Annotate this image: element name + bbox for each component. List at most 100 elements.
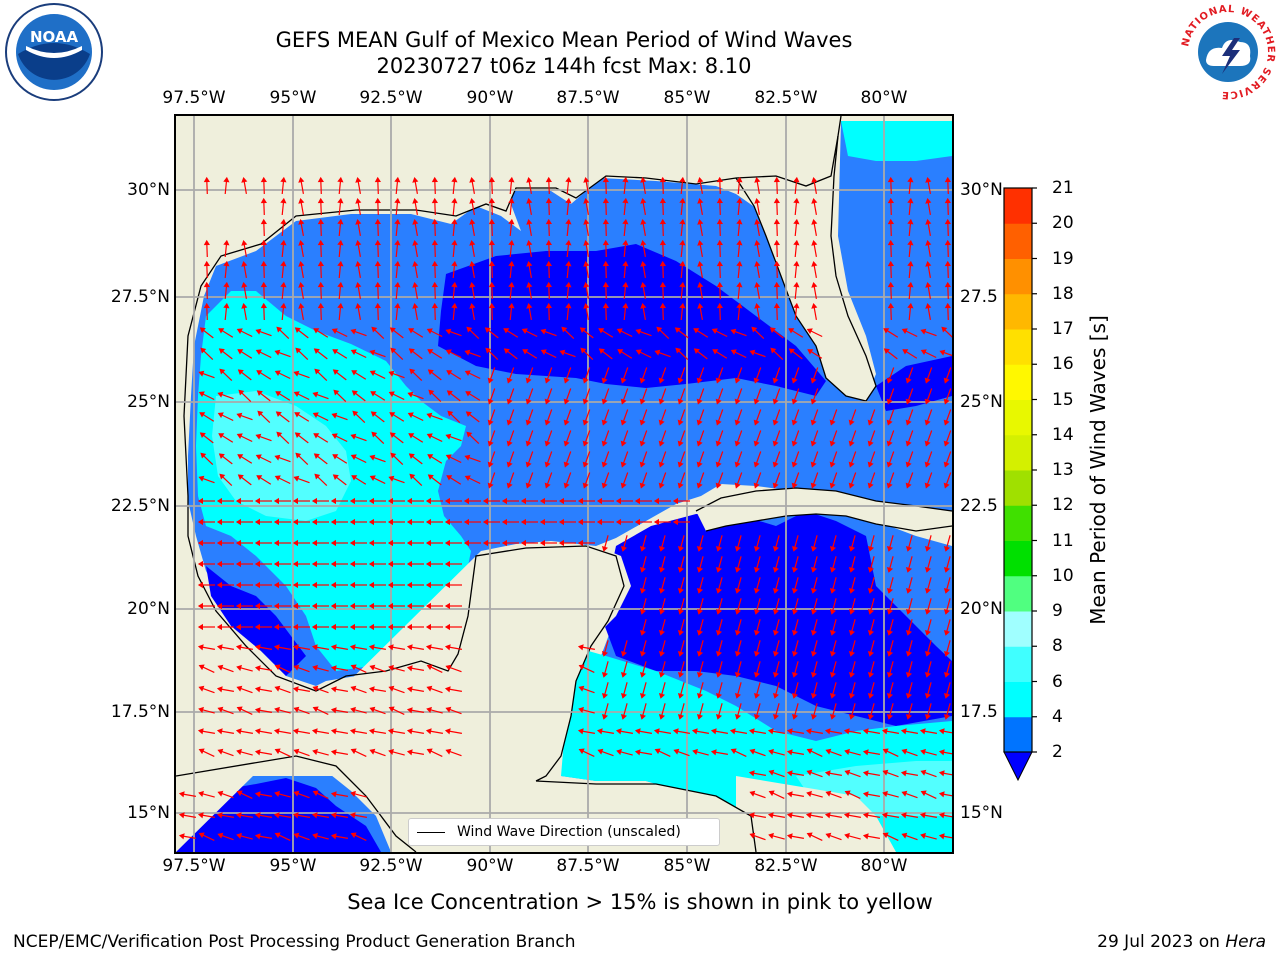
wind-arrow-head bbox=[825, 832, 832, 839]
wind-arrow-head bbox=[901, 748, 908, 755]
wind-arrow-head bbox=[754, 218, 761, 225]
wind-arrow-head bbox=[902, 349, 909, 355]
wind-arrow-head bbox=[907, 260, 914, 267]
footer-date: 29 Jul 2023 on Hera bbox=[1097, 932, 1266, 952]
wind-arrow-head bbox=[882, 832, 889, 839]
wind-arrow-head bbox=[446, 390, 453, 396]
wind-arrow-head bbox=[330, 686, 337, 693]
wind-arrow-head bbox=[640, 197, 647, 204]
wind-arrow-head bbox=[292, 812, 299, 819]
wind-arrow-head bbox=[905, 398, 912, 405]
wind-arrow-head bbox=[350, 349, 357, 356]
colorbar-tick-label: 10 bbox=[1052, 565, 1074, 586]
wind-arrow-head bbox=[178, 833, 185, 840]
wind-arrow-head bbox=[292, 581, 299, 589]
wind-arrow-head bbox=[332, 474, 339, 480]
wind-arrow-head bbox=[810, 567, 817, 573]
colorbar-tick-label: 21 bbox=[1052, 178, 1074, 198]
wind-arrow-head bbox=[236, 412, 243, 419]
wind-arrow-head bbox=[394, 197, 401, 204]
wind-arrow-head bbox=[217, 664, 224, 671]
wind-arrow-head bbox=[444, 560, 450, 568]
wind-arrow-head bbox=[412, 176, 419, 183]
wind-arrow-head bbox=[349, 728, 356, 735]
wind-arrow-head bbox=[753, 461, 760, 468]
wind-arrow-head bbox=[539, 518, 545, 526]
wind-arrow-head bbox=[829, 609, 836, 615]
wind-arrow-head bbox=[525, 398, 532, 405]
wind-arrow-head bbox=[577, 539, 583, 547]
wind-arrow-head bbox=[753, 377, 760, 384]
wind-arrow-head bbox=[540, 328, 547, 335]
wind-arrow-head bbox=[679, 281, 686, 288]
wind-arrow-head bbox=[337, 239, 344, 246]
wind-arrow-head bbox=[349, 602, 355, 610]
wind-arrow-head bbox=[881, 812, 888, 819]
wind-arrow-head bbox=[658, 398, 665, 405]
wind-arrow-head bbox=[203, 239, 210, 246]
wind-arrow-head bbox=[658, 377, 665, 384]
wind-arrow-head bbox=[444, 497, 450, 505]
wind-arrow-head bbox=[659, 197, 666, 204]
wind-arrow-head bbox=[658, 609, 665, 615]
wind-arrow-head bbox=[736, 218, 743, 225]
wind-arrow-head bbox=[337, 302, 344, 309]
wind-arrow-head bbox=[905, 672, 912, 678]
colorbar-tick-label: 18 bbox=[1052, 283, 1074, 304]
wind-arrow-head bbox=[506, 419, 513, 426]
wind-arrow-head bbox=[886, 546, 893, 552]
wind-arrow-head bbox=[466, 431, 473, 438]
wind-arrow-head bbox=[444, 623, 450, 631]
wind-arrow-head bbox=[235, 812, 242, 819]
wind-arrow-head bbox=[216, 812, 223, 819]
wind-arrow-head bbox=[374, 176, 381, 183]
wind-arrow-head bbox=[715, 482, 722, 489]
wind-arrow-head bbox=[388, 748, 394, 755]
vector-legend: Wind Wave Direction (unscaled) bbox=[408, 818, 720, 846]
wind-arrow-head bbox=[394, 176, 401, 183]
wind-arrow-head bbox=[793, 218, 800, 225]
lon-tick-top: 90°W bbox=[466, 88, 514, 108]
wind-arrow-head bbox=[236, 685, 243, 692]
colorbar-cell bbox=[1004, 646, 1032, 682]
wind-arrow-head bbox=[900, 812, 907, 819]
wind-arrow-head bbox=[693, 328, 700, 334]
wind-arrow-head bbox=[369, 748, 376, 755]
wind-arrow-head bbox=[349, 644, 356, 651]
wind-arrow-head bbox=[769, 327, 776, 333]
wind-arrow-head bbox=[314, 368, 321, 375]
wind-arrow-head bbox=[844, 790, 851, 797]
wind-arrow-head bbox=[197, 602, 203, 610]
wind-arrow-head bbox=[867, 482, 874, 489]
wind-arrow-head bbox=[256, 475, 263, 481]
wind-arrow-head bbox=[887, 197, 894, 204]
wind-arrow-head bbox=[772, 672, 779, 678]
wind-arrow-head bbox=[620, 693, 627, 699]
wind-arrow-head bbox=[260, 239, 267, 246]
wind-arrow-head bbox=[577, 644, 584, 651]
wind-arrow-head bbox=[791, 482, 798, 489]
wind-arrow-head bbox=[482, 518, 488, 526]
wind-arrow-head bbox=[844, 748, 850, 755]
wind-arrow-head bbox=[274, 349, 281, 356]
wind-arrow-head bbox=[408, 433, 415, 439]
footer-host: Hera bbox=[1225, 932, 1266, 952]
lat-tick-right: 22.5 bbox=[960, 496, 998, 516]
wind-arrow-head bbox=[901, 790, 908, 797]
colorbar bbox=[1003, 187, 1037, 782]
wind-arrow-head bbox=[368, 560, 374, 568]
wind-arrow-head bbox=[409, 368, 416, 375]
wind-arrow-head bbox=[596, 497, 602, 505]
wind-arrow-head bbox=[394, 281, 401, 288]
wind-arrow-head bbox=[368, 686, 375, 693]
wind-arrow-head bbox=[197, 497, 203, 505]
wind-arrow-head bbox=[730, 328, 737, 335]
wind-arrow-head bbox=[886, 419, 893, 426]
wind-arrow-head bbox=[772, 377, 779, 384]
wind-arrow-head bbox=[218, 453, 225, 459]
wind-arrow-head bbox=[786, 770, 793, 777]
wind-arrow-head bbox=[488, 260, 495, 267]
wind-arrow-head bbox=[943, 567, 950, 573]
wind-arrow-head bbox=[311, 560, 317, 568]
wind-arrow-head bbox=[260, 281, 267, 288]
